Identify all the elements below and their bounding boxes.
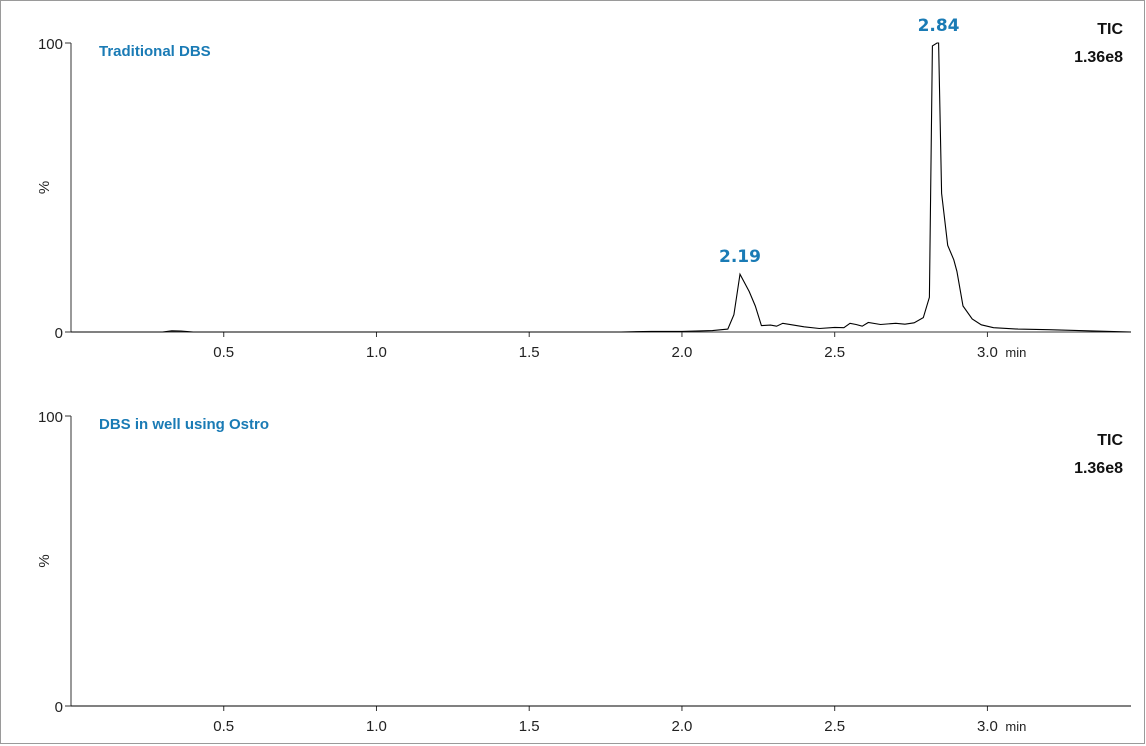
panel-title: DBS in well using Ostro [99,416,269,433]
x-tick-label: 2.5 [824,718,845,735]
chromatogram-trace [71,42,1132,333]
peak-label: 2.84 [918,16,960,36]
y-axis-label: % [36,554,53,567]
x-tick-label: 1.5 [519,344,540,361]
y-tick-label-100: 100 [38,36,63,53]
panel-title: Traditional DBS [99,43,211,60]
peak-label: 2.19 [719,247,761,267]
y-tick-label-0: 0 [55,699,63,716]
tic-value: 1.36e8 [1074,460,1123,477]
x-tick-label: 3.0 [977,718,998,735]
tic-value: 1.36e8 [1074,49,1123,66]
x-tick-label: 2.0 [672,718,693,735]
tic-label: TIC [1097,432,1123,449]
y-tick-label-0: 0 [55,325,63,342]
x-tick-label: 2.5 [824,344,845,361]
y-tick-label-100: 100 [38,409,63,426]
x-unit-label: min [1005,719,1026,734]
x-tick-label: 2.0 [672,344,693,361]
panel-dbs-in-well-ostro: 100 0% 0.5 1.0 1.5 2.0 2.5 3.0 min DBS in well us… [36,409,1131,735]
x-tick-label: 0.5 [213,344,234,361]
y-axis-label: % [36,181,53,194]
tic-label: TIC [1097,21,1123,38]
x-tick-label: 1.0 [366,344,387,361]
panel-traditional-dbs: 100 0% 0.5 1.0 1.5 2.0 2.5 3.0 min Traditional DB… [36,16,1132,361]
x-tick-label: 0.5 [213,718,234,735]
x-unit-label: min [1005,345,1026,360]
x-tick-label: 3.0 [977,344,998,361]
x-tick-label: 1.0 [366,718,387,735]
x-tick-label: 1.5 [519,718,540,735]
